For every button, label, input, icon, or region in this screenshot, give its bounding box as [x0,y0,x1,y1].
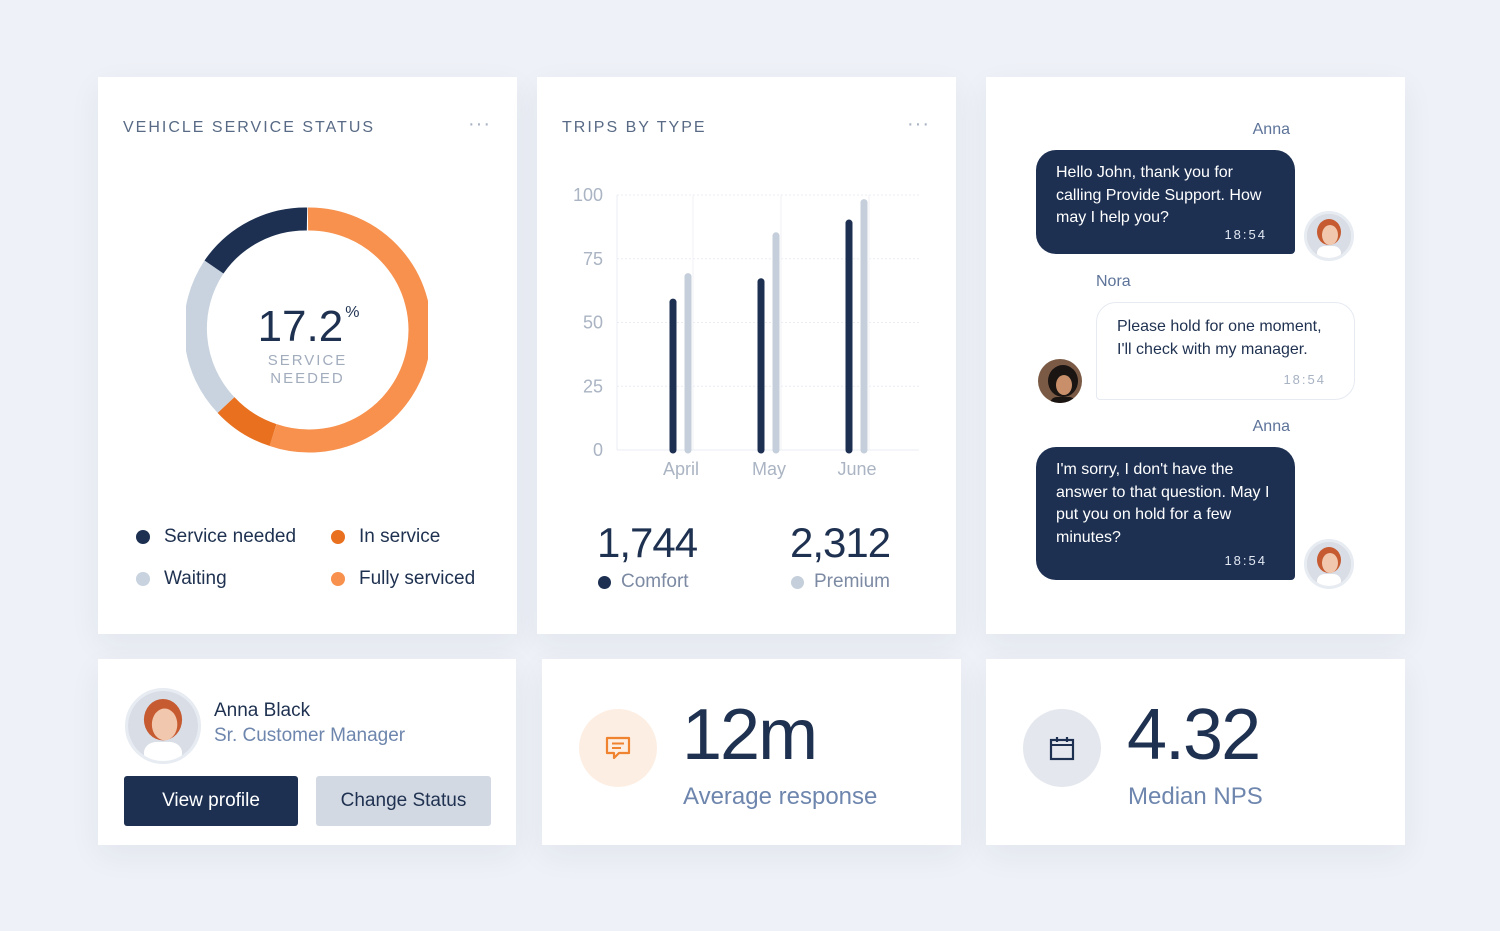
donut-segment-waiting [186,260,235,413]
y-tick-label: 0 [593,440,603,460]
chat-sender-name: Anna [1252,418,1290,435]
change-status-button[interactable]: Change Status [316,776,491,826]
avatar-nora [1035,356,1085,406]
donut-segment-service-needed [204,207,308,274]
user-avatar-icon [128,691,198,761]
y-tick-label: 100 [573,185,603,205]
legend-dot [331,530,345,544]
calendar-icon [1049,737,1075,761]
y-tick-label: 75 [583,249,603,269]
average-response-label: Average response [683,783,878,810]
more-options-icon[interactable]: ··· [468,113,491,135]
legend-label: Waiting [164,568,227,589]
chat-message-icon [605,736,631,760]
premium-legend: Premium [791,571,890,593]
legend-label: Fully serviced [359,568,476,589]
avatar-anna [1304,539,1354,589]
y-tick-label: 50 [583,313,603,333]
average-response-card: 12m Average response [542,659,961,845]
legend-label: Comfort [621,571,689,592]
card-title: VEHICLE SERVICE STATUS [123,119,376,136]
x-tick-label: May [752,459,786,479]
comfort-total: 1,744 [597,519,698,566]
chat-bubble-incoming: Please hold for one moment, I'll check w… [1096,302,1355,400]
donut-center-value: 17.2% [98,302,517,352]
legend-fully-serviced: Fully serviced [331,568,475,590]
profile-role: Sr. Customer Manager [214,725,406,746]
donut-center-label-1: SERVICE [267,352,348,369]
legend-label: In service [359,526,441,547]
donut-center-label-2: NEEDED [270,370,345,387]
view-profile-button[interactable]: View profile [124,776,298,826]
chat-card: Anna Hello John, thank you for calling P… [986,77,1405,634]
legend-dot [331,572,345,586]
x-tick-label: June [837,459,876,479]
user-avatar-icon [1307,214,1351,258]
avatar-anna [1304,211,1354,261]
profile-card: Anna Black Sr. Customer Manager View pro… [98,659,516,845]
more-options-icon[interactable]: ··· [907,113,930,135]
legend-label: Service needed [164,526,297,547]
chat-message-time: 18:54 [1224,552,1267,568]
card-title: TRIPS BY TYPE [562,119,707,136]
chat-bubble-outgoing: Hello John, thank you for calling Provid… [1036,150,1295,254]
average-response-value: 12m [682,695,818,775]
median-nps-value: 4.32 [1127,695,1261,775]
kpi-icon-circle [1023,709,1101,787]
trips-by-type-card: TRIPS BY TYPE ··· 100 75 50 25 0 April May June… [537,77,956,634]
service-needed-percent: 17.2 [257,302,344,351]
chat-message-text: Please hold for one moment, I'll check w… [1117,318,1322,358]
legend-dot [598,575,611,589]
chat-message-time: 18:54 [1283,372,1326,387]
legend-label: Premium [814,571,891,592]
x-tick-label: April [663,459,699,479]
legend-waiting: Waiting [136,568,227,590]
median-nps-label: Median NPS [1128,783,1263,810]
profile-name: Anna Black [214,700,311,721]
median-nps-card: 4.32 Median NPS [986,659,1405,845]
legend-in-service: In service [331,526,440,548]
legend-dot [136,572,150,586]
chat-sender-name: Nora [1096,273,1131,290]
comfort-legend: Comfort [598,571,689,593]
chat-message-time: 18:54 [1224,226,1267,242]
user-avatar-icon [1038,359,1082,403]
legend-dot [136,530,150,544]
donut-segment-fully-serviced [269,207,428,453]
profile-avatar [125,688,201,764]
legend-service-needed: Service needed [136,526,296,548]
chat-sender-name: Anna [1252,121,1290,138]
chat-bubble-outgoing: I'm sorry, I don't have the answer to th… [1036,447,1295,580]
vehicle-service-status-card: VEHICLE SERVICE STATUS ··· 17.2% SERVICE… [98,77,517,634]
y-tick-label: 25 [583,376,603,396]
legend-dot [791,575,804,589]
percent-unit: % [345,304,360,321]
premium-total: 2,312 [790,519,891,566]
service-status-donut [186,207,428,453]
chat-message-text: Hello John, thank you for calling Provid… [1056,164,1262,226]
donut-segment-in-service [217,396,277,446]
kpi-icon-circle [579,709,657,787]
user-avatar-icon [1307,542,1351,586]
trips-bar-chart: 100 75 50 25 0 April May June [573,185,919,479]
chat-message-text: I'm sorry, I don't have the answer to th… [1056,461,1270,546]
